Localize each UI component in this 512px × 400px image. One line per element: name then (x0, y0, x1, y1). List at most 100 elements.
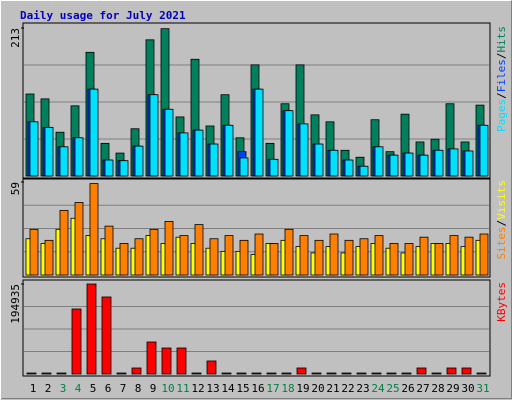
bar (254, 88, 264, 177)
bar (479, 233, 489, 276)
legend-entry: Visits (495, 180, 508, 220)
bar (176, 347, 187, 375)
bar (74, 202, 84, 276)
bar (431, 372, 442, 375)
x-tick-label: 16 (251, 382, 264, 395)
bar (356, 372, 367, 375)
bar (179, 235, 189, 276)
bar (269, 243, 279, 276)
bar (44, 126, 54, 177)
bar (419, 236, 429, 276)
bar (419, 154, 429, 177)
bar (269, 158, 279, 177)
bar (371, 372, 382, 375)
bar (74, 137, 84, 177)
x-tick-label: 2 (45, 382, 52, 395)
bar (239, 239, 249, 276)
bar (359, 238, 369, 276)
bar (284, 228, 294, 276)
legend-entry: KBytes (495, 282, 508, 322)
bar (311, 372, 322, 375)
bar (401, 372, 412, 375)
bar (329, 233, 339, 276)
bar (191, 372, 202, 375)
bar (209, 143, 219, 177)
bar (29, 228, 39, 276)
bar (326, 372, 337, 375)
bar (131, 367, 142, 375)
bar (209, 238, 219, 276)
bar (446, 367, 457, 375)
bar (266, 372, 277, 375)
legend-separator: / (495, 92, 508, 99)
bar (236, 372, 247, 375)
y-tick-label: 194935 (9, 284, 22, 324)
x-tick-label: 9 (150, 382, 157, 395)
bar (146, 341, 157, 375)
x-tick-label: 28 (431, 382, 444, 395)
y-tick-label: 59 (9, 182, 22, 195)
bar (389, 154, 399, 177)
bar (71, 308, 82, 375)
bar (314, 239, 324, 276)
bar (59, 146, 69, 177)
x-tick-label: 29 (446, 382, 459, 395)
x-tick-label: 4 (75, 382, 82, 395)
bar (374, 235, 384, 276)
x-tick-label: 18 (281, 382, 294, 395)
bar (149, 228, 159, 276)
bar (449, 148, 459, 177)
legend: Pages/Files/Hits (495, 26, 508, 132)
x-tick-label: 15 (236, 382, 249, 395)
x-tick-label: 13 (206, 382, 219, 395)
bar (479, 124, 489, 177)
bar (404, 152, 414, 177)
bar (119, 243, 129, 276)
bar (119, 160, 129, 177)
legend-entry: Sites (495, 226, 508, 259)
bar (251, 372, 262, 375)
x-tick-label: 31 (476, 382, 489, 395)
bar (416, 367, 427, 375)
x-tick-label: 10 (161, 382, 174, 395)
bar (134, 145, 144, 177)
x-tick-label: 19 (296, 382, 309, 395)
chart-title: Daily usage for July 2021 (20, 9, 186, 22)
bar (164, 108, 174, 177)
x-tick-label: 27 (416, 382, 429, 395)
x-tick-label: 20 (311, 382, 324, 395)
bar (164, 221, 174, 276)
bar (224, 235, 234, 276)
bar (224, 124, 234, 177)
bar (329, 149, 339, 177)
x-tick-label: 21 (326, 382, 339, 395)
bar (461, 367, 472, 375)
x-tick-label: 11 (176, 382, 189, 395)
bar (134, 238, 144, 276)
bar (161, 347, 172, 375)
bar (281, 372, 292, 375)
bar (239, 157, 249, 177)
bar (476, 372, 487, 375)
bar (299, 235, 309, 276)
x-tick-label: 6 (105, 382, 112, 395)
bar (296, 367, 307, 375)
bar (344, 159, 354, 177)
bar (29, 121, 39, 177)
x-tick-label: 17 (266, 382, 279, 395)
bar (59, 209, 69, 276)
bar (221, 372, 232, 375)
bar (341, 372, 352, 375)
bar (56, 372, 67, 375)
bar (314, 143, 324, 177)
bar (434, 149, 444, 177)
x-tick-label: 1 (30, 382, 37, 395)
bar (284, 110, 294, 177)
x-tick-label: 22 (341, 382, 354, 395)
x-tick-label: 14 (221, 382, 235, 395)
x-tick-label: 5 (90, 382, 97, 395)
x-tick-label: 25 (386, 382, 399, 395)
